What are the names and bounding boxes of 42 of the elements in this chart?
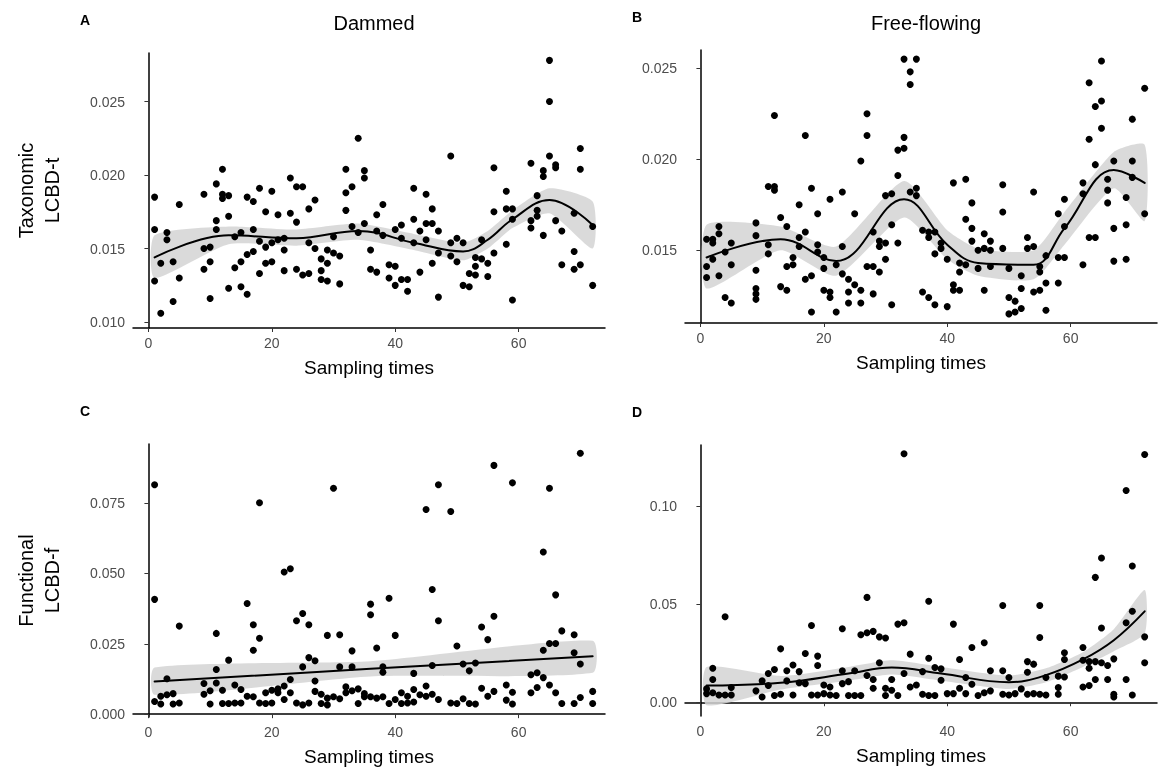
y-tick-label: 0.020: [89, 167, 126, 184]
y-tick-label: 0.025: [641, 60, 678, 77]
y-tick-label: 0.05: [649, 596, 678, 613]
chart-title: Free-flowing: [870, 12, 982, 34]
x-tick-label: 0: [696, 330, 705, 346]
x-axis-title: Sampling times: [304, 746, 434, 767]
y-tick-label: 0.00: [649, 694, 678, 711]
y-tick-label: 0.000: [89, 706, 126, 723]
x-tick-label: 0: [144, 724, 153, 740]
x-tick-label: 60: [510, 724, 527, 740]
x-tick-label: 60: [1062, 723, 1079, 739]
x-axis-title: Sampling times: [856, 745, 986, 766]
x-axis-title: Sampling times: [856, 352, 986, 373]
text: B: [632, 9, 643, 25]
y-tick-label: 0.050: [89, 565, 126, 582]
y-tick-label: 0.015: [641, 242, 678, 259]
y-axis-title: Functional LCBD-f: [15, 534, 63, 627]
y-tick-label: 0.025: [89, 635, 126, 652]
y-tick-label: 0.015: [89, 240, 126, 257]
y-axis-title: Taxonomic LCBD-t: [15, 142, 63, 239]
x-tick-label: 40: [387, 335, 404, 351]
x-tick-label: 40: [939, 330, 956, 346]
x-axis-title: Sampling times: [304, 357, 434, 378]
x-tick-label: 20: [264, 335, 280, 351]
y-tick-label: 0.025: [89, 93, 126, 110]
x-tick-label: 40: [939, 723, 956, 739]
y-tick-label: 0.020: [641, 151, 678, 168]
chart-title: Dammed: [333, 12, 415, 34]
y-tick-label: 0.10: [649, 497, 678, 514]
x-tick-label: 20: [816, 330, 832, 346]
x-tick-label: 60: [510, 335, 527, 351]
text: D: [632, 404, 643, 420]
x-tick-label: 20: [816, 723, 832, 739]
x-tick-label: 20: [264, 724, 280, 740]
x-tick-label: 60: [1062, 330, 1079, 346]
y-tick-label: 0.010: [89, 314, 126, 331]
x-tick-label: 0: [696, 723, 705, 739]
text: A: [80, 12, 91, 28]
x-tick-label: 40: [387, 724, 404, 740]
x-tick-label: 0: [144, 335, 153, 351]
y-tick-label: 0.075: [89, 495, 126, 512]
text: C: [80, 403, 91, 419]
